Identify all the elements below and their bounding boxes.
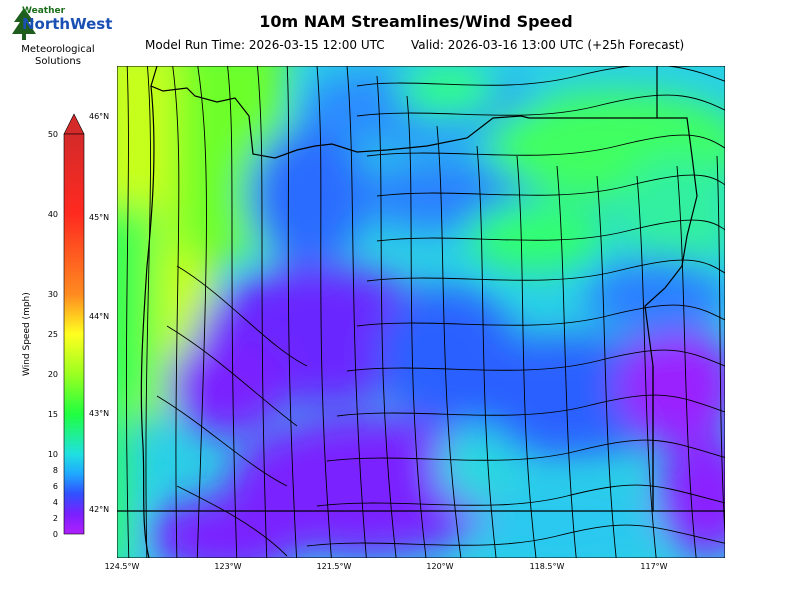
wind-field: [117, 66, 725, 558]
map-title: 10m NAM Streamlines/Wind Speed: [259, 12, 573, 31]
lon-label-121-5: 121.5°W: [316, 562, 352, 571]
lon-label-123: 123°W: [214, 562, 242, 571]
colorbar-tick-40: 40: [47, 210, 58, 219]
lon-label-118-5: 118.5°W: [529, 562, 565, 571]
wind-map[interactable]: [117, 66, 725, 558]
colorbar: [63, 113, 85, 535]
lat-label-46: 46°N: [89, 112, 110, 121]
valid-time: Valid: 2026-03-16 13:00 UTC (+25h Foreca…: [411, 38, 685, 52]
lat-label-43: 43°N: [89, 409, 110, 418]
logo-brand: NorthWest: [22, 15, 113, 33]
colorbar-tick-25: 25: [47, 330, 58, 339]
logo-subtitle-line-1: Meteorological: [21, 44, 95, 55]
colorbar-tick-2: 2: [52, 514, 58, 523]
tree-icon: [12, 8, 36, 40]
model-run-time: Model Run Time: 2026-03-15 12:00 UTC: [145, 38, 385, 52]
colorbar-tick-15: 15: [47, 410, 58, 419]
colorbar-arrow: [63, 113, 85, 135]
lat-label-44: 44°N: [89, 312, 110, 321]
lat-label-42: 42°N: [89, 505, 110, 514]
logo-subtitle-line-2: Solutions: [35, 56, 81, 67]
lon-label-120: 120°W: [426, 562, 454, 571]
lon-label-117: 117°W: [640, 562, 668, 571]
colorbar-tick-20: 20: [47, 370, 58, 379]
colorbar-tick-10: 10: [47, 450, 58, 459]
colorbar-tick-0: 0: [52, 530, 58, 539]
colorbar-tick-30: 30: [47, 290, 58, 299]
logo-subtitle: Meteorological Solutions: [10, 44, 106, 68]
colorbar-tick-4: 4: [52, 498, 58, 507]
colorbar-gradient: [63, 133, 85, 535]
lon-label-124-5: 124.5°W: [104, 562, 140, 571]
logo-text-top: Weather: [22, 6, 66, 16]
colorbar-tick-8: 8: [52, 466, 58, 475]
colorbar-tick-6: 6: [52, 482, 58, 491]
streamlines: [125, 66, 725, 558]
colorbar-label: Wind Speed (mph): [22, 292, 32, 376]
lat-label-45: 45°N: [89, 213, 110, 222]
colorbar-tick-50: 50: [47, 130, 58, 139]
state-boundaries: [117, 66, 725, 558]
logo: [8, 6, 108, 68]
